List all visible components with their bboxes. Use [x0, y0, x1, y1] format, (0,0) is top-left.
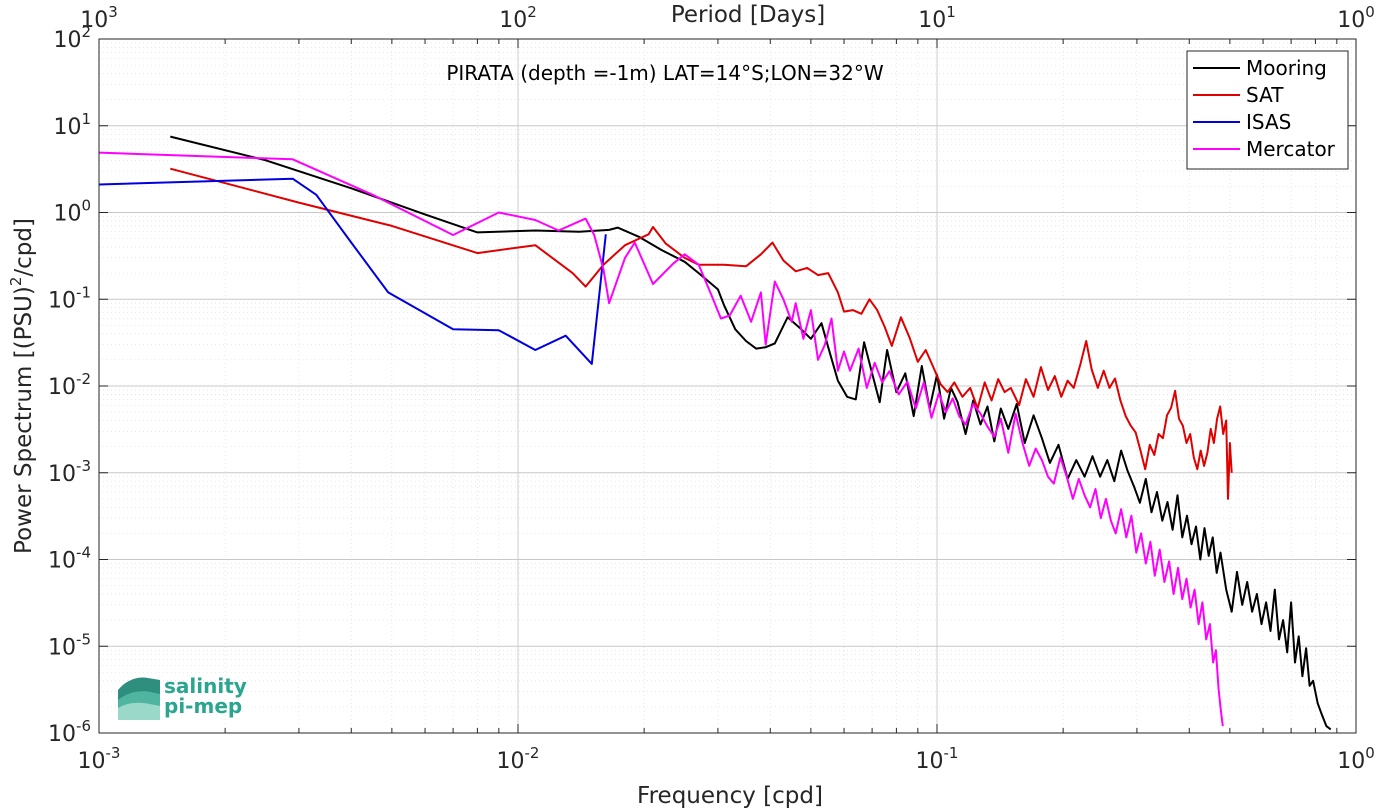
x-tick-label: 100 — [1337, 744, 1375, 774]
logo-wave-light — [118, 702, 160, 720]
legend-label-mercator: Mercator — [1246, 137, 1336, 161]
y-tick-label-exp: -6 — [76, 717, 91, 735]
top-tick-label-exp: 0 — [1365, 3, 1375, 21]
x-tick-label-base: 10 — [1337, 749, 1365, 774]
series-layer — [98, 135, 1332, 731]
top-tick-label-base: 10 — [918, 8, 946, 33]
top-tick-label: 103 — [80, 3, 118, 33]
salinity-pi-mep-logo: salinity pi-mep — [118, 674, 247, 720]
x-tick-label-exp: -3 — [106, 744, 121, 762]
y-tick-label: 102 — [53, 23, 91, 53]
y-tick-label: 10-4 — [48, 544, 91, 574]
top-tick-label-base: 10 — [499, 8, 527, 33]
y-axis-label: Power Spectrum [(PSU)2/cpd] — [7, 218, 37, 554]
y-axis-label-main: Power Spectrum [(PSU) — [11, 286, 37, 554]
y-tick-label: 10-6 — [48, 717, 91, 747]
x-tick-label: 10-2 — [497, 744, 540, 774]
y-tick-label-base: 10 — [53, 28, 81, 53]
y-tick-label-exp: -1 — [76, 283, 91, 301]
x-axis-label: Frequency [cpd] — [637, 783, 823, 809]
y-tick-label: 10-2 — [48, 370, 91, 400]
x-tick-label-base: 10 — [916, 749, 944, 774]
logo-text-salinity: salinity — [164, 674, 247, 698]
y-tick-label-exp: -2 — [76, 370, 91, 388]
top-tick-label: 101 — [918, 3, 956, 33]
y-tick-label: 101 — [53, 110, 91, 140]
y-tick-label-exp: 1 — [81, 110, 91, 128]
top-tick-labels: 103 102 101 100 — [80, 3, 1375, 33]
legend-label-mooring: Mooring — [1246, 56, 1327, 80]
y-tick-label-base: 10 — [48, 462, 76, 487]
y-tick-label: 100 — [53, 197, 91, 227]
x-tick-label-base: 10 — [497, 749, 525, 774]
y-axis-label-tail: /cpd] — [11, 218, 37, 277]
y-tick-label-exp: 2 — [81, 23, 91, 41]
legend-label-sat: SAT — [1246, 83, 1284, 107]
y-tick-label: 10-1 — [48, 283, 91, 313]
top-tick-label-exp: 1 — [946, 3, 956, 21]
top-tick-label-base: 10 — [1337, 8, 1365, 33]
tick-marks — [98, 38, 1357, 734]
x-tick-labels: 10-3 10-2 10-1 100 — [78, 744, 1375, 774]
y-tick-label: 10-5 — [48, 630, 91, 660]
y-tick-label-base: 10 — [48, 722, 76, 747]
y-tick-label-exp: -4 — [76, 544, 91, 562]
top-tick-label-exp: 2 — [527, 3, 537, 21]
x-tick-label: 10-3 — [78, 744, 121, 774]
legend-label-isas: ISAS — [1246, 110, 1291, 134]
series-line-mercator — [98, 151, 1224, 727]
y-tick-label-base: 10 — [53, 202, 81, 227]
grid-minor — [99, 39, 1356, 733]
series-line-sat — [170, 167, 1233, 500]
y-tick-label-base: 10 — [48, 635, 76, 660]
y-tick-label-exp: -3 — [76, 457, 91, 475]
series-line-mooring — [170, 135, 1332, 731]
chart-title: PIRATA (depth =-1m) LAT=14°S;LON=32°W — [446, 61, 884, 85]
y-tick-label: 10-3 — [48, 457, 91, 487]
top-tick-label-base: 10 — [80, 8, 108, 33]
top-axis-label: Period [Days] — [671, 2, 825, 28]
x-tick-label-exp: 0 — [1365, 744, 1375, 762]
top-tick-label: 100 — [1337, 3, 1375, 33]
y-tick-label-base: 10 — [48, 549, 76, 574]
y-tick-label-base: 10 — [48, 288, 76, 313]
x-tick-label-exp: -2 — [525, 744, 540, 762]
logo-text-pi-mep: pi-mep — [164, 694, 242, 718]
y-tick-label-exp: -5 — [76, 630, 91, 648]
y-tick-label-base: 10 — [53, 115, 81, 140]
top-tick-label: 102 — [499, 3, 537, 33]
x-tick-label: 10-1 — [916, 744, 959, 774]
y-tick-label-exp: 0 — [81, 197, 91, 215]
top-tick-label-exp: 3 — [108, 3, 118, 21]
y-tick-label-base: 10 — [48, 375, 76, 400]
series-line-isas — [98, 177, 607, 365]
y-axis-label-sup: 2 — [7, 277, 25, 287]
x-tick-label-exp: -1 — [944, 744, 959, 762]
legend: Mooring SAT ISAS Mercator — [1186, 50, 1349, 170]
x-tick-label-base: 10 — [78, 749, 106, 774]
